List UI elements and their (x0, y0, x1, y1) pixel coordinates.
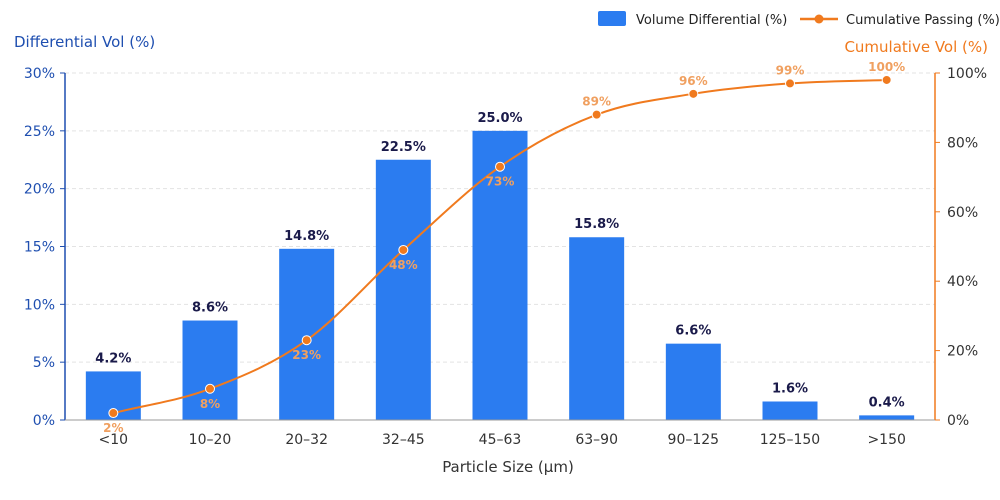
category-label: 45–63 (479, 432, 522, 448)
bar (665, 343, 721, 420)
line-point (785, 78, 795, 89)
left-tick-label: 15% (24, 240, 55, 256)
bar-value-label: 22.5% (381, 140, 426, 155)
left-tick-label: 30% (24, 66, 55, 82)
category-label: 63–90 (575, 432, 618, 448)
bar-value-label: 14.8% (284, 229, 329, 244)
point-value-label: 99% (776, 63, 805, 77)
category-label: 125–150 (760, 432, 820, 448)
category-label: 10–20 (189, 432, 232, 448)
bar-value-label: 0.4% (869, 395, 905, 410)
point-value-label: 2% (103, 421, 123, 435)
line-point (591, 109, 602, 120)
bar (279, 248, 335, 420)
bar-value-label: 15.8% (574, 217, 619, 232)
right-tick-label: 20% (947, 344, 978, 360)
right-tick-label: 0% (947, 413, 969, 429)
bar-value-label: 6.6% (675, 324, 711, 339)
point-value-label: 48% (389, 258, 418, 272)
legend-bar-label: Volume Differential (%) (636, 13, 787, 28)
bar (182, 320, 238, 420)
bars (85, 130, 915, 421)
bar-value-label: 25.0% (477, 111, 522, 126)
cumulative-line (113, 78, 887, 415)
line-point (495, 161, 505, 172)
line-point (205, 383, 215, 394)
bar-value-label: 8.6% (192, 301, 228, 316)
bar (762, 401, 818, 420)
category-label: 90–125 (668, 432, 720, 448)
left-tick-label: 10% (24, 297, 55, 313)
line-point (398, 244, 409, 255)
right-tick-label: 60% (947, 205, 978, 221)
point-value-label: 89% (582, 95, 611, 109)
bar (859, 415, 915, 420)
point-value-label: 96% (679, 74, 708, 88)
point-value-label: 23% (292, 348, 321, 362)
line-point (688, 88, 699, 99)
point-value-label: 73% (486, 175, 515, 189)
line-point (108, 408, 119, 419)
legend-bar-swatch (598, 11, 626, 26)
axes: 0% 5% 10% 15% 20% 25% 30% 0% 20% 40% 60% 80% 100% <10… (24, 66, 987, 448)
left-tick-label: 5% (33, 355, 55, 371)
point-value-label: 100% (868, 60, 905, 74)
category-label: >150 (867, 432, 905, 448)
legend-line-marker (814, 14, 824, 24)
right-tick-label: 40% (947, 274, 978, 290)
legend-line-label: Cumulative Passing (%) (846, 13, 1000, 28)
category-label: 20–32 (285, 432, 328, 448)
bar (375, 159, 431, 420)
bar-value-label: 1.6% (772, 381, 808, 396)
bar (569, 237, 625, 420)
legend: Volume Differential (%) Cumulative Passi… (598, 11, 1000, 28)
left-tick-label: 25% (24, 124, 55, 140)
right-axis-title: Cumulative Vol (%) (844, 38, 988, 56)
line-point (881, 74, 892, 85)
category-label: 32–45 (382, 432, 425, 448)
line-series (108, 74, 892, 419)
data-labels: 4.2% 8.6% 14.8% 22.5% 25.0% 15.8% 6.6% 1.6% 0.4%… (95, 60, 905, 435)
category-label: <10 (99, 432, 129, 448)
right-tick-label: 80% (947, 135, 978, 151)
left-axis-title: Differential Vol (%) (14, 33, 155, 51)
bar-value-label: 4.2% (95, 351, 131, 366)
x-axis-title: Particle Size (µm) (442, 458, 574, 476)
line-point (301, 335, 312, 346)
bar (472, 130, 528, 421)
point-value-label: 8% (200, 397, 220, 411)
left-tick-label: 0% (33, 413, 55, 429)
left-tick-label: 20% (24, 182, 55, 198)
right-tick-label: 100% (947, 66, 987, 82)
